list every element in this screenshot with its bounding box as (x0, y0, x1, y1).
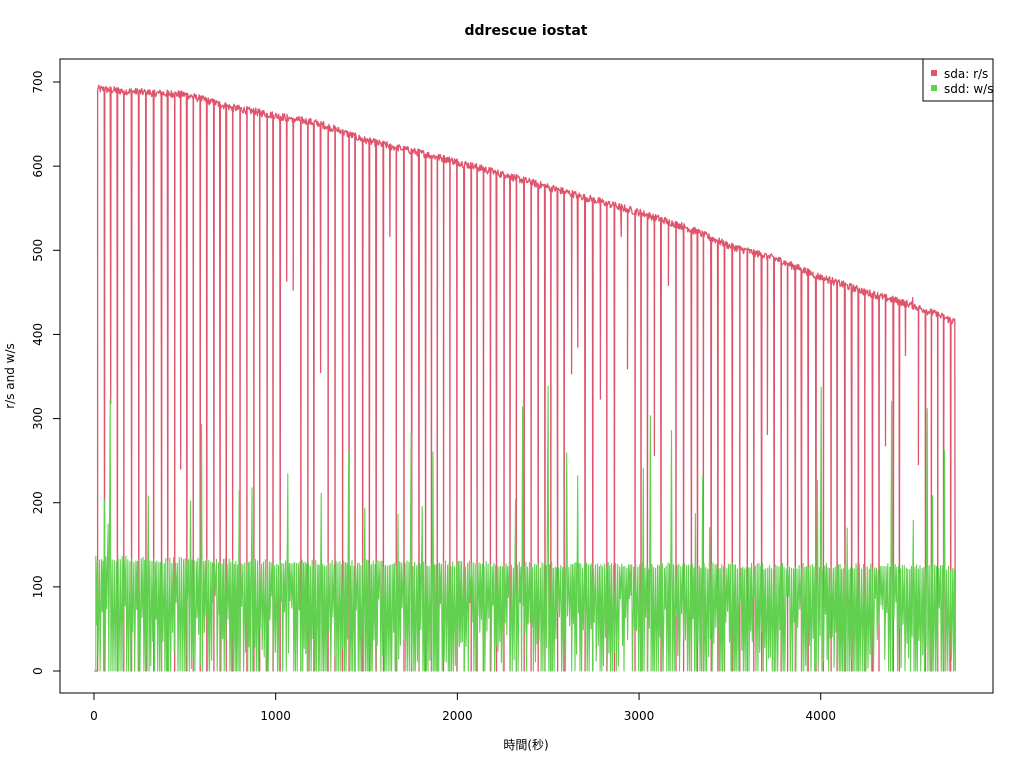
y-axis-label: r/s and w/s (3, 343, 17, 409)
series-line-sdd (94, 385, 956, 672)
y-tick-label: 300 (31, 407, 45, 430)
y-tick-label: 500 (31, 239, 45, 262)
y-tick-label: 0 (31, 667, 45, 675)
y-tick-label: 400 (31, 323, 45, 346)
y-tick-label: 600 (31, 155, 45, 178)
x-tick-label: 1000 (260, 709, 291, 723)
chart-title: ddrescue iostat (465, 23, 588, 39)
y-axis: 0 100 200 300 400 500 600 700 (31, 71, 61, 675)
x-tick-label: 4000 (805, 709, 836, 723)
legend-box (922, 58, 994, 102)
y-tick-label: 700 (31, 71, 45, 94)
legend: sda: r/s sdd: w/s (922, 58, 994, 102)
legend-swatch-sda (931, 70, 937, 76)
legend-label-sda: sda: r/s (944, 67, 988, 81)
x-tick-label: 3000 (624, 709, 655, 723)
series-layer (94, 84, 956, 672)
y-tick-label: 200 (31, 491, 45, 514)
x-tick-label: 0 (90, 709, 98, 723)
x-axis: 0 1000 2000 3000 4000 (90, 692, 836, 723)
legend-swatch-sdd (931, 85, 937, 91)
y-tick-label: 100 (31, 575, 45, 598)
x-tick-label: 2000 (442, 709, 473, 723)
series-line-sda (94, 84, 956, 672)
legend-label-sdd: sdd: w/s (944, 82, 993, 96)
x-axis-label: 時間(秒) (503, 738, 548, 752)
